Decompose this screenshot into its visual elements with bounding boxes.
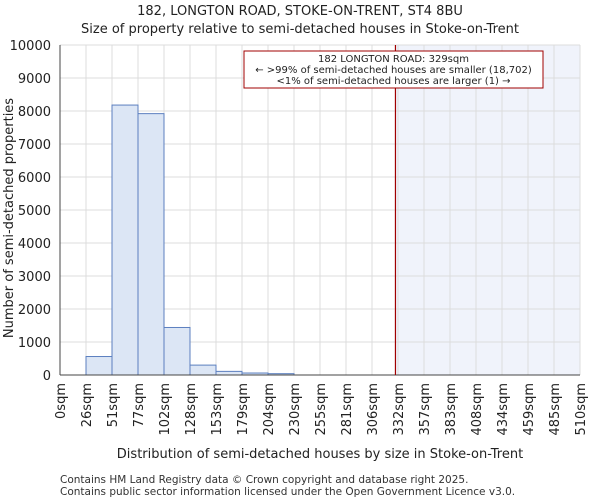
x-tick-label: 77sqm	[132, 383, 147, 427]
x-tick-label: 26sqm	[80, 383, 95, 427]
x-axis-label: Distribution of semi-detached houses by …	[117, 447, 523, 462]
x-tick-label: 179sqm	[236, 383, 251, 436]
bar	[215, 370, 243, 376]
annotation-larger: <1% of semi-detached houses are larger (…	[276, 76, 510, 87]
x-tick-label: 153sqm	[210, 383, 225, 436]
chart-title: 182, LONGTON ROAD, STOKE-ON-TRENT, ST4 8…	[137, 4, 463, 19]
annotation-box	[243, 50, 544, 89]
x-tick-label: 102sqm	[158, 383, 173, 436]
x-tick-label: 459sqm	[522, 383, 537, 436]
footer-copyright: Contains HM Land Registry data © Crown c…	[60, 474, 469, 486]
y-tick-label: 7000	[18, 138, 51, 153]
histogram-chart: 0 1000 2000 3000 4000 5000 6000 7000 8000 9000 100…	[2, 39, 589, 462]
x-tick-label: 204sqm	[262, 383, 277, 436]
footer-licence: Contains public sector information licen…	[60, 486, 516, 498]
y-tick-label: 2000	[18, 303, 51, 318]
bar	[189, 364, 217, 376]
x-tick-label: 306sqm	[366, 383, 381, 436]
x-tick-label: 230sqm	[288, 383, 303, 436]
annotation-title: 182 LONGTON ROAD: 329sqm	[318, 54, 469, 65]
x-tick-label: 510sqm	[574, 383, 589, 436]
y-tick-label: 3000	[18, 270, 51, 285]
x-tick-label: 51sqm	[106, 383, 121, 427]
x-tick-label: 281sqm	[340, 383, 355, 436]
x-tick-label: 128sqm	[184, 383, 199, 436]
y-tick-label: 9000	[18, 72, 51, 87]
y-tick-label: 0	[43, 369, 51, 384]
y-axis-label: Number of semi-detached properties	[2, 98, 17, 338]
annotation-smaller: ← >99% of semi-detached houses are small…	[255, 65, 532, 76]
x-tick-label: 383sqm	[444, 383, 459, 436]
y-tick-label: 5000	[18, 204, 51, 219]
bar	[163, 326, 191, 376]
x-tick-label: 485sqm	[548, 383, 563, 436]
chart-subtitle: Size of property relative to semi-detach…	[81, 22, 519, 37]
bar	[137, 113, 165, 376]
y-tick-label: 6000	[18, 171, 51, 186]
x-tick-label: 0sqm	[54, 383, 69, 419]
y-tick-label: 10000	[10, 39, 51, 54]
y-tick-label: 1000	[18, 336, 51, 351]
x-tick-label: 255sqm	[314, 383, 329, 436]
bar	[111, 104, 139, 376]
x-tick-label: 332sqm	[392, 383, 407, 436]
x-tick-label: 434sqm	[496, 383, 511, 436]
y-tick-label: 4000	[18, 237, 51, 252]
bar	[85, 356, 113, 376]
x-tick-label: 357sqm	[418, 383, 433, 436]
y-tick-label: 8000	[18, 105, 51, 120]
x-tick-label: 408sqm	[470, 383, 485, 436]
